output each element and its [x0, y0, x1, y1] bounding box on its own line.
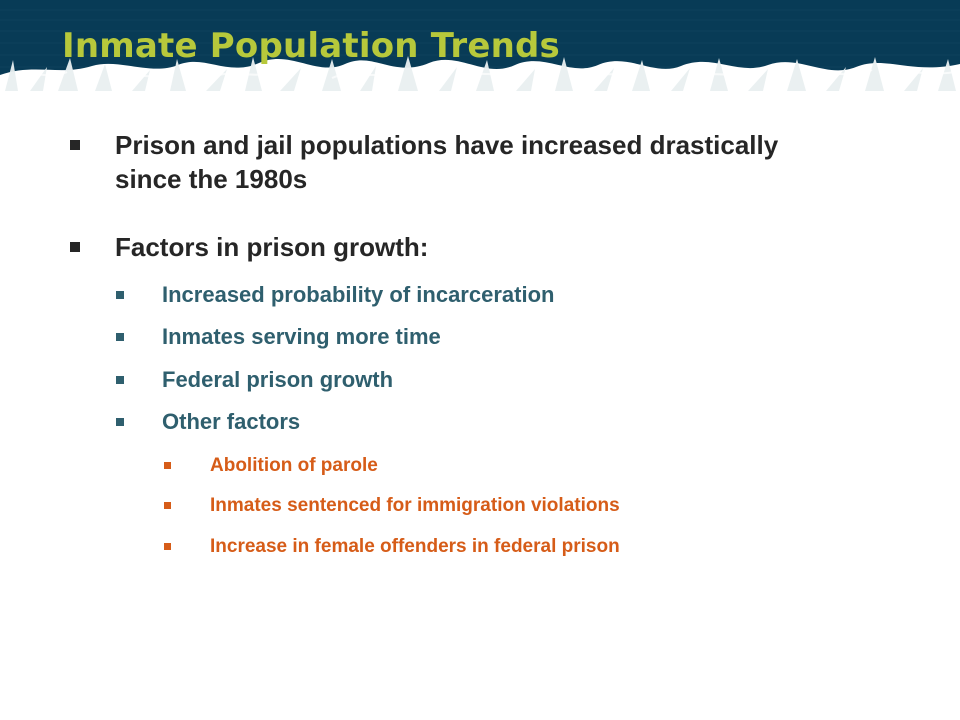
square-bullet-icon — [164, 502, 171, 509]
level-1-bullet-text: Factors in prison growth: — [115, 232, 429, 262]
square-bullet-icon — [70, 242, 80, 252]
square-bullet-icon — [116, 333, 124, 341]
level-3-bullet-text: Abolition of parole — [210, 455, 378, 476]
level-3-bullet-text: Inmates sentenced for immigration violat… — [210, 495, 620, 516]
square-bullet-icon — [116, 418, 124, 426]
level-2-bullet-text: Increased probability of incarceration — [162, 282, 555, 307]
level-3-bullet-female-offenders: Increase in female offenders in federal … — [0, 535, 960, 559]
square-bullet-icon — [164, 462, 171, 469]
level-2-bullet-incarceration-probability: Increased probability of incarceration — [0, 281, 960, 309]
square-bullet-icon — [116, 376, 124, 384]
square-bullet-icon — [116, 291, 124, 299]
brushstroke-header-background — [0, 0, 960, 92]
level-1-bullet-prison-growth-factors: Factors in prison growth: — [0, 230, 960, 264]
level-3-bullet-text: Increase in female offenders in federal … — [210, 536, 620, 557]
level-1-bullet-population-increase: Prison and jail populations have increas… — [0, 128, 960, 206]
level-2-bullet-text: Inmates serving more time — [162, 324, 441, 349]
level-2-bullet-federal-growth: Federal prison growth — [0, 366, 960, 394]
level-3-bullet-immigration-violations: Inmates sentenced for immigration violat… — [0, 494, 960, 518]
level-3-bullet-parole-abolition: Abolition of parole — [0, 454, 960, 478]
level-2-bullet-other-factors: Other factors — [0, 408, 960, 436]
square-bullet-icon — [164, 543, 171, 550]
level-2-bullet-text: Federal prison growth — [162, 367, 394, 392]
slide-title: Inmate Population Trends — [62, 26, 560, 66]
level-2-bullet-more-time: Inmates serving more time — [0, 323, 960, 351]
level-2-bullet-text: Other factors — [162, 409, 301, 434]
square-bullet-icon — [70, 140, 80, 150]
level-1-bullet-text: Prison and jail populations have increas… — [115, 130, 779, 194]
slide-header-band: Inmate Population Trends — [0, 0, 960, 92]
